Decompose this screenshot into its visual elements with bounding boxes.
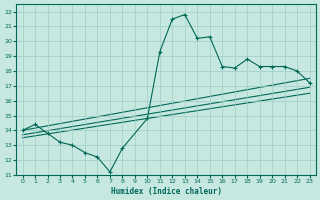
X-axis label: Humidex (Indice chaleur): Humidex (Indice chaleur) (111, 187, 221, 196)
